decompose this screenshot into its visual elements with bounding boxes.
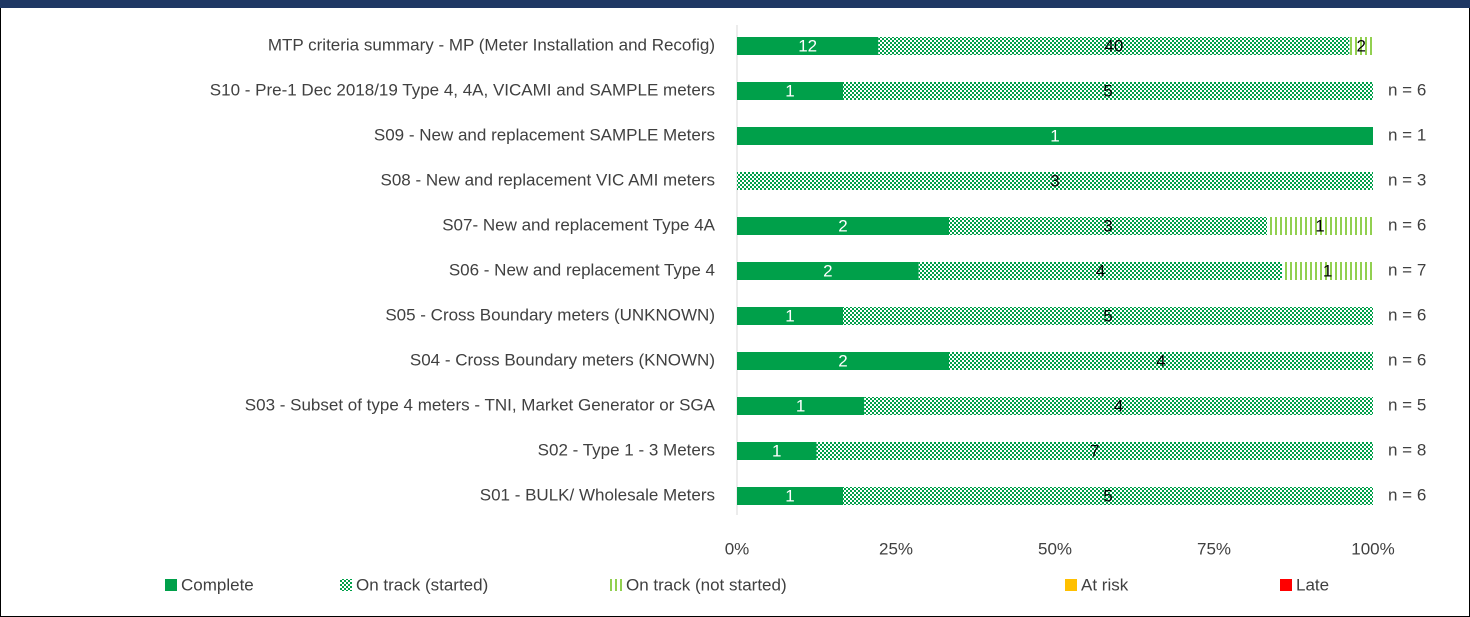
n-label: n = 6 <box>1388 305 1426 324</box>
n-label: n = 6 <box>1388 485 1426 504</box>
bar-segment <box>737 127 1373 145</box>
data-label: 1 <box>1323 261 1332 280</box>
header-strip <box>0 0 1470 8</box>
x-tick-label: 25% <box>879 539 913 558</box>
bar-segment <box>737 352 949 370</box>
data-label: 2 <box>838 351 847 370</box>
bar-segment <box>737 172 1373 190</box>
data-label: 1 <box>785 306 794 325</box>
bar-segment <box>918 262 1283 280</box>
bar-segment <box>878 37 1350 55</box>
data-label: 1 <box>796 396 805 415</box>
bar-segment <box>737 82 843 100</box>
legend-label: At risk <box>1081 575 1129 594</box>
category-label: S04 - Cross Boundary meters (KNOWN) <box>410 350 715 369</box>
data-label: 1 <box>772 441 781 460</box>
bar-segment <box>737 442 817 460</box>
n-label: n = 1 <box>1388 125 1426 144</box>
category-label: S09 - New and replacement SAMPLE Meters <box>374 125 715 144</box>
bar-segment <box>843 487 1373 505</box>
legend-swatch <box>1280 579 1292 591</box>
data-label: 5 <box>1103 81 1112 100</box>
legend-swatch <box>610 579 622 591</box>
bar-segment <box>949 352 1373 370</box>
bar-segment <box>843 82 1373 100</box>
legend-swatch <box>340 579 352 591</box>
n-label: n = 8 <box>1388 440 1426 459</box>
bar-segment <box>816 442 1373 460</box>
bar-segment <box>737 217 949 235</box>
n-label: n = 6 <box>1388 350 1426 369</box>
bar-segment <box>737 397 865 415</box>
data-label: 1 <box>785 81 794 100</box>
data-label: 1 <box>1050 126 1059 145</box>
data-label: 4 <box>1156 351 1165 370</box>
data-label: 5 <box>1103 486 1112 505</box>
data-label: 5 <box>1103 306 1112 325</box>
n-label: n = 6 <box>1388 80 1426 99</box>
data-label: 4 <box>1114 396 1123 415</box>
data-label: 2 <box>838 216 847 235</box>
category-label: S01 - BULK/ Wholesale Meters <box>480 485 715 504</box>
category-label: S10 - Pre-1 Dec 2018/19 Type 4, 4A, VICA… <box>210 80 715 99</box>
x-tick-label: 0% <box>725 539 750 558</box>
data-label: 7 <box>1090 441 1099 460</box>
category-label: S02 - Type 1 - 3 Meters <box>538 440 715 459</box>
bar-segment <box>737 37 879 55</box>
legend-swatch <box>1065 579 1077 591</box>
category-label: MTP criteria summary - MP (Meter Install… <box>268 35 715 54</box>
data-label: 4 <box>1096 261 1105 280</box>
bar-segment <box>737 262 919 280</box>
legend-label: Late <box>1296 575 1329 594</box>
bar-segment <box>843 307 1373 325</box>
category-label: S07- New and replacement Type 4A <box>442 215 715 234</box>
bar-segment <box>864 397 1373 415</box>
category-label: S03 - Subset of type 4 meters - TNI, Mar… <box>245 395 716 414</box>
legend-label: Complete <box>181 575 254 594</box>
category-label: S06 - New and replacement Type 4 <box>449 260 715 279</box>
n-label: n = 6 <box>1388 215 1426 234</box>
n-label: n = 7 <box>1388 260 1426 279</box>
data-label: 2 <box>1356 36 1365 55</box>
bar-segment <box>1282 262 1373 280</box>
n-label: n = 5 <box>1388 395 1426 414</box>
category-label: S05 - Cross Boundary meters (UNKNOWN) <box>385 305 715 324</box>
n-label: n = 3 <box>1388 170 1426 189</box>
bar-segment <box>1349 37 1373 55</box>
legend-label: On track (not started) <box>626 575 787 594</box>
data-label: 40 <box>1104 36 1123 55</box>
x-tick-label: 50% <box>1038 539 1072 558</box>
bar-segment <box>1267 217 1373 235</box>
data-label: 3 <box>1050 171 1059 190</box>
data-label: 1 <box>1315 216 1324 235</box>
data-label: 2 <box>823 261 832 280</box>
bar-segment <box>737 487 843 505</box>
legend-label: On track (started) <box>356 575 488 594</box>
data-label: 3 <box>1103 216 1112 235</box>
bar-segment <box>737 307 843 325</box>
category-label: S08 - New and replacement VIC AMI meters <box>381 170 715 189</box>
data-label: 12 <box>798 36 817 55</box>
x-tick-label: 75% <box>1197 539 1231 558</box>
bar-segment <box>949 217 1267 235</box>
x-tick-label: 100% <box>1351 539 1394 558</box>
data-label: 1 <box>785 486 794 505</box>
legend-swatch <box>165 579 177 591</box>
